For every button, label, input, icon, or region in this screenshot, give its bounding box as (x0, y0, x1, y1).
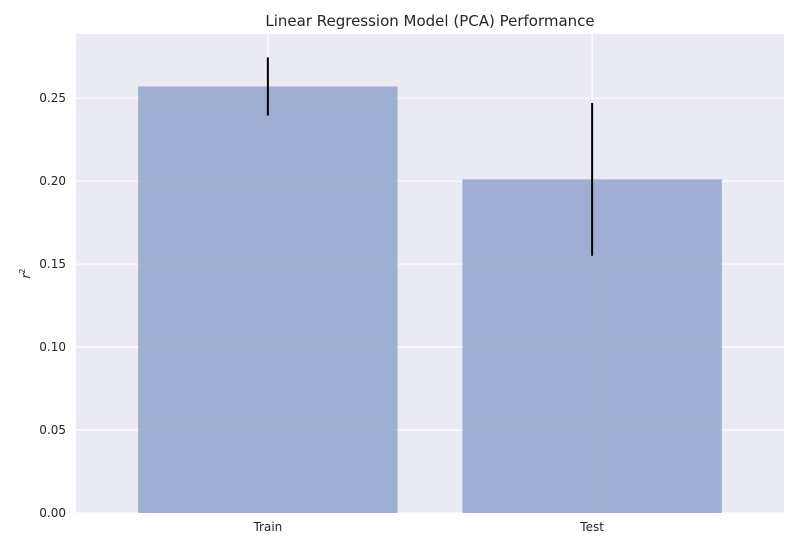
bar-train (138, 86, 398, 513)
y-axis-label-base: r (19, 273, 33, 279)
y-tick-label: 0.05 (39, 423, 66, 437)
y-tick-label: 0.20 (39, 174, 66, 188)
x-tick-labels: Train Test (252, 520, 604, 534)
error-bars-layer (266, 57, 594, 256)
y-tick-labels: 0.00 0.05 0.10 0.15 0.20 0.25 (39, 91, 66, 520)
x-tick-label: Train (252, 520, 282, 534)
x-tick-label: Test (579, 520, 604, 534)
y-tick-label: 0.00 (39, 506, 66, 520)
y-tick-label: 0.10 (39, 340, 66, 354)
y-tick-label: 0.25 (39, 91, 66, 105)
chart-title: Linear Regression Model (PCA) Performanc… (265, 12, 594, 30)
y-axis-label-superscript: 2 (18, 268, 27, 273)
y-axis-label: r2 (18, 268, 33, 278)
y-tick-label: 0.15 (39, 257, 66, 271)
